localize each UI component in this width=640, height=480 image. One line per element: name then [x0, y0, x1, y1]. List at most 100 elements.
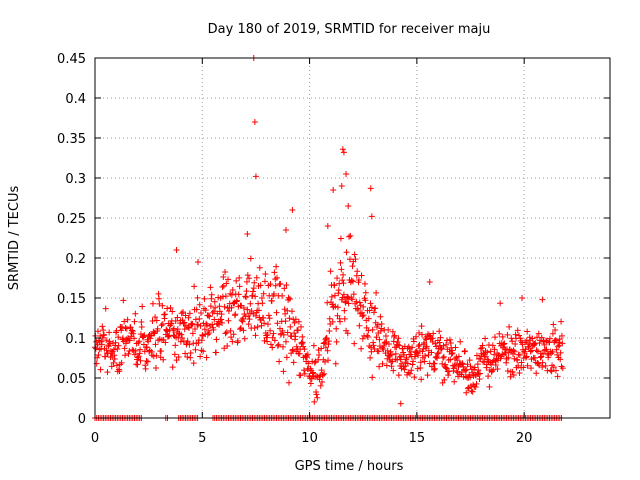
- data-point: [143, 357, 150, 364]
- data-point: [352, 256, 359, 263]
- data-point: [450, 365, 457, 372]
- data-point: [384, 347, 391, 354]
- data-point: [477, 355, 484, 362]
- data-point: [431, 366, 438, 373]
- data-point: [129, 346, 136, 353]
- data-point: [553, 346, 560, 353]
- data-point: [366, 307, 373, 314]
- data-point: [301, 367, 308, 374]
- data-point: [333, 325, 340, 332]
- data-point: [558, 332, 565, 339]
- data-point: [286, 315, 293, 322]
- data-point: [134, 361, 141, 368]
- data-point: [125, 350, 132, 357]
- data-point: [241, 335, 248, 342]
- data-point: [210, 308, 217, 315]
- data-point: [373, 334, 380, 341]
- data-point: [407, 370, 414, 377]
- data-point: [370, 309, 377, 316]
- data-point: [348, 277, 355, 284]
- data-point: [154, 325, 161, 332]
- data-point: [477, 345, 484, 352]
- data-point: [140, 333, 147, 340]
- data-point: [533, 370, 540, 377]
- data-point: [126, 337, 133, 344]
- data-point: [413, 333, 420, 340]
- data-point: [466, 371, 473, 378]
- data-point: [143, 344, 150, 351]
- data-point: [319, 371, 326, 378]
- data-point: [279, 327, 286, 334]
- data-point: [223, 280, 230, 287]
- data-point: [315, 346, 322, 353]
- data-point: [244, 231, 251, 237]
- data-point: [102, 353, 109, 360]
- data-point: [423, 343, 430, 350]
- data-point: [252, 332, 259, 339]
- data-point: [346, 233, 353, 240]
- data-point: [430, 330, 437, 337]
- data-point: [343, 249, 350, 256]
- data-point: [487, 348, 494, 355]
- data-point: [410, 338, 417, 345]
- data-point: [292, 333, 299, 340]
- data-point: [319, 379, 326, 386]
- data-points: [92, 55, 566, 421]
- data-point: [547, 367, 554, 374]
- data-point: [124, 316, 131, 323]
- data-point: [175, 353, 182, 360]
- data-point: [484, 349, 491, 356]
- data-point: [284, 329, 291, 336]
- data-point: [473, 380, 480, 387]
- data-point: [492, 362, 499, 369]
- data-point: [334, 275, 341, 282]
- data-point: [531, 354, 538, 361]
- data-point: [244, 306, 251, 313]
- data-point: [297, 372, 304, 379]
- data-point: [232, 311, 239, 318]
- data-point: [505, 349, 512, 356]
- data-point: [192, 346, 199, 353]
- data-point: [131, 351, 138, 358]
- chart-title: Day 180 of 2019, SRMTID for receiver maj…: [208, 22, 491, 37]
- data-point: [164, 305, 171, 312]
- data-point: [137, 346, 144, 353]
- y-tick-label: 0.3: [65, 172, 86, 187]
- data-point: [368, 213, 375, 220]
- data-point: [243, 278, 250, 285]
- data-point: [156, 300, 163, 307]
- data-point: [240, 327, 247, 334]
- x-axis-label: GPS time / hours: [295, 459, 404, 474]
- data-point: [260, 314, 267, 321]
- data-point: [131, 335, 138, 342]
- y-tick-label: 0.05: [57, 372, 86, 387]
- data-point: [340, 291, 347, 298]
- data-point: [509, 338, 516, 345]
- data-point: [365, 327, 372, 334]
- data-point: [415, 343, 422, 350]
- data-point: [206, 330, 213, 337]
- data-point: [354, 268, 361, 275]
- data-point: [273, 263, 280, 270]
- data-point: [171, 351, 178, 358]
- data-point: [184, 338, 191, 345]
- data-point: [416, 329, 423, 336]
- data-point: [320, 340, 327, 347]
- data-point: [350, 291, 357, 298]
- data-point: [516, 351, 523, 358]
- data-point: [213, 336, 220, 343]
- data-point: [112, 339, 119, 346]
- data-point: [337, 235, 344, 242]
- data-point: [206, 313, 213, 320]
- data-point: [514, 327, 521, 334]
- data-point: [153, 352, 160, 359]
- data-point: [526, 341, 533, 348]
- data-point: [344, 293, 351, 300]
- data-point: [271, 337, 278, 344]
- data-point: [362, 289, 369, 296]
- data-point: [225, 276, 232, 283]
- data-point: [349, 263, 356, 270]
- grid-lines: [95, 58, 610, 418]
- data-point: [251, 119, 258, 125]
- data-point: [160, 356, 167, 363]
